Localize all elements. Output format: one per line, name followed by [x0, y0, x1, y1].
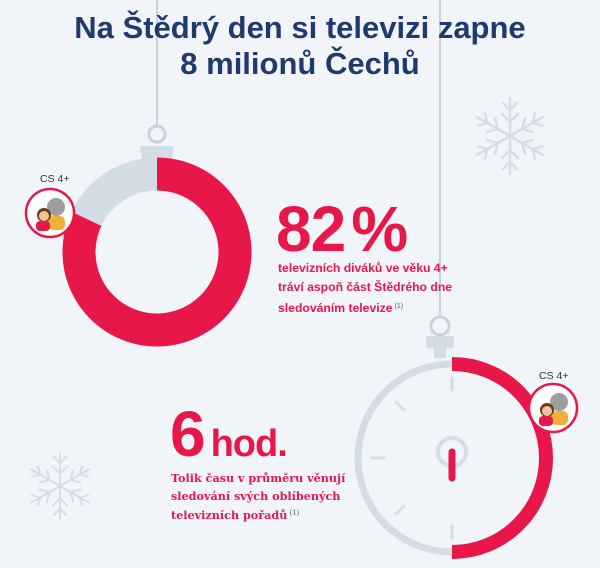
share-description: televizních diváků ve věku 4+ tráví aspo…: [278, 259, 452, 318]
share-unit: %: [351, 193, 408, 265]
share-desc-line: sledováním televize (1): [278, 297, 452, 318]
share-number: 82: [276, 193, 346, 265]
time-desc-line: sledování svých oblíbených: [171, 488, 341, 503]
footnote-marker: (1): [394, 303, 404, 310]
stopwatch-crown-icon: [426, 336, 454, 348]
share-desc-line: televizních diváků ve věku 4+: [278, 261, 448, 275]
footnote-marker: (1): [289, 509, 300, 517]
share-value: 82%: [276, 197, 408, 261]
time-desc-line: Tolik času v průměru věnují: [171, 471, 346, 485]
share-desc-line: tráví aspoň část Štědrého dne: [278, 280, 453, 294]
share-donut-chart: [62, 157, 252, 347]
time-desc-text: televizních pořadů: [171, 508, 288, 522]
stopwatch-value-arc: [451, 357, 553, 559]
time-desc-line: televizních pořadů (1): [171, 505, 345, 525]
share-desc-text: sledováním televize: [278, 301, 393, 315]
snowflake-icon: [471, 96, 549, 176]
stopwatch-ticks: [370, 376, 454, 540]
page-title: Na Štědrý den si televizi zapne 8 milion…: [0, 10, 600, 82]
time-value: 6 hod.: [170, 402, 288, 476]
stopwatch-hook-icon: [429, 315, 451, 337]
time-description: Tolik času v průměru věnují sledování sv…: [171, 470, 345, 525]
title-line-2: 8 milionů Čechů: [180, 46, 420, 81]
donut-value-arc: [62, 157, 252, 347]
stopwatch-chart: [354, 357, 553, 559]
audience-label: CS 4+: [539, 370, 569, 382]
time-number: 6: [170, 398, 206, 470]
ornament-cap-icon: [140, 146, 174, 160]
avatar: [527, 382, 579, 434]
avatar: [24, 187, 76, 239]
audience-label: CS 4+: [40, 173, 70, 185]
snowflake-icon: [26, 451, 94, 521]
ornament-hook-icon: [147, 124, 167, 144]
time-unit: hod.: [210, 423, 288, 465]
title-line-1: Na Štědrý den si televizi zapne: [74, 10, 526, 45]
